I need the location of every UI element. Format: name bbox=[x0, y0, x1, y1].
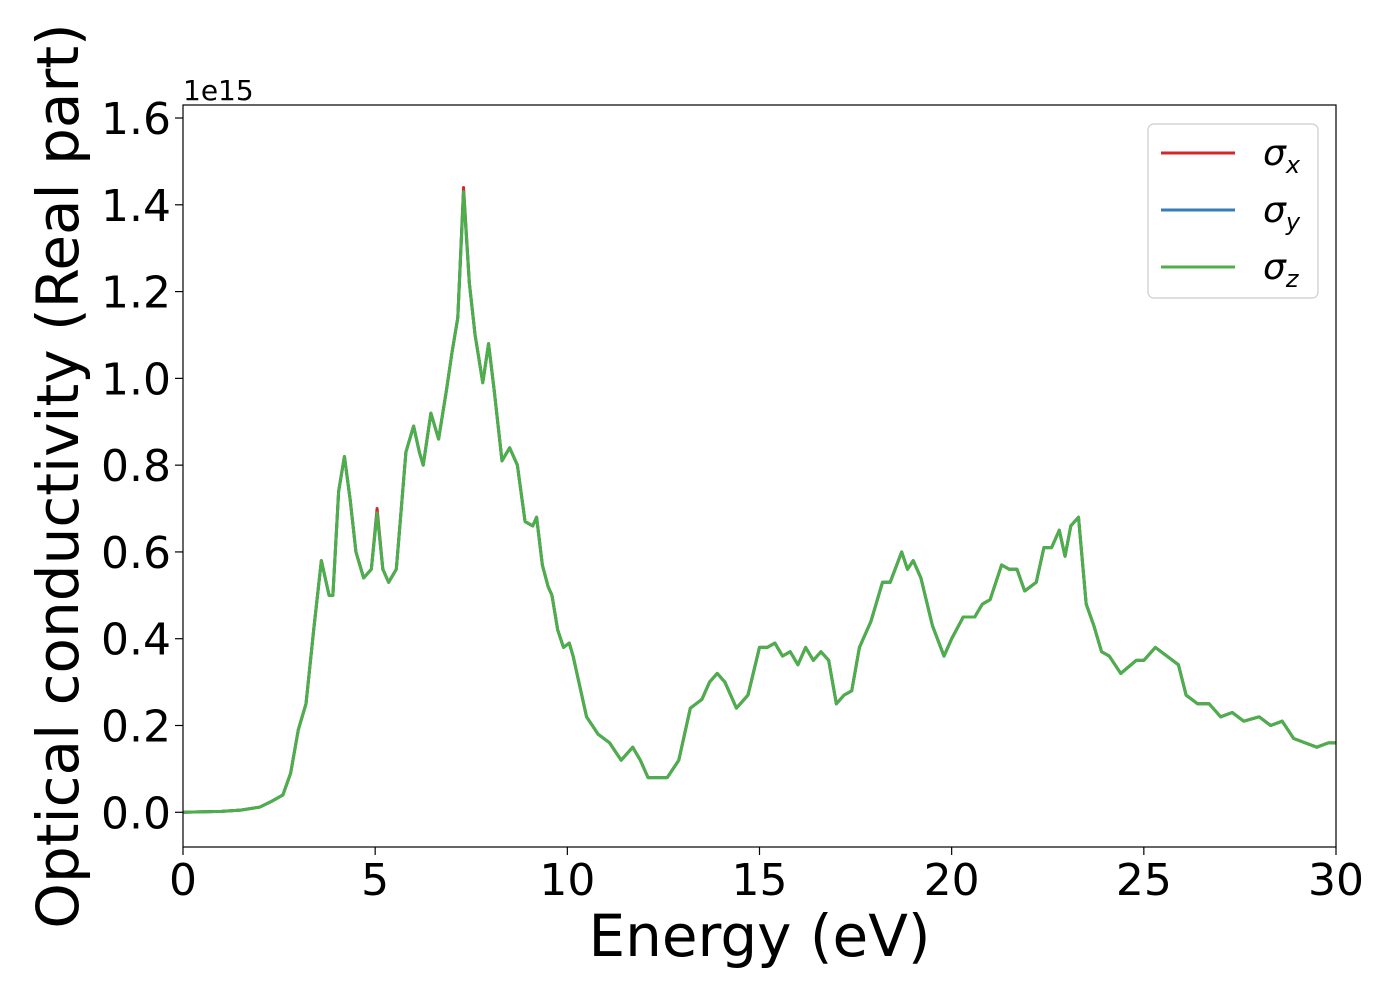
x-tick-label: 10 bbox=[539, 855, 595, 906]
y-tick-label: 1.0 bbox=[101, 354, 171, 405]
x-tick-label: 5 bbox=[361, 855, 389, 906]
x-tick-label: 0 bbox=[169, 855, 197, 906]
legend-label-1: σx bbox=[1263, 133, 1301, 179]
legend-label-3: σz bbox=[1263, 247, 1300, 293]
y-tick-label: 0.2 bbox=[101, 702, 171, 753]
x-tick-label: 25 bbox=[1116, 855, 1172, 906]
series-line-3 bbox=[183, 190, 1336, 814]
y-tick-label: 0.6 bbox=[101, 528, 171, 579]
legend-label-2: σy bbox=[1263, 190, 1301, 236]
x-tick-label: 20 bbox=[924, 855, 980, 906]
plot-layer bbox=[183, 185, 1336, 814]
y-offset-label: 1e15 bbox=[183, 74, 254, 107]
x-tick-label: 30 bbox=[1308, 855, 1364, 906]
x-axis-title: Energy (eV) bbox=[588, 902, 930, 970]
ticks-layer: 0 5 10 15 20 25 30 0.0 0.2 0.4 0.6 0.8 1.0 1.2 1.4 1.6 bbox=[101, 94, 1364, 906]
y-tick-label: 0.4 bbox=[101, 615, 171, 666]
y-tick-label: 1.6 bbox=[101, 94, 171, 145]
y-tick-label: 1.4 bbox=[101, 181, 171, 232]
legend: σx σy σz bbox=[1147, 123, 1319, 299]
y-axis-title: Optical conductivity (Real part) bbox=[24, 23, 92, 928]
y-tick-label: 1.2 bbox=[101, 268, 171, 319]
y-tick-label: 0.8 bbox=[101, 441, 171, 492]
x-tick-label: 15 bbox=[732, 855, 788, 906]
y-tick-label: 0.0 bbox=[101, 788, 171, 839]
